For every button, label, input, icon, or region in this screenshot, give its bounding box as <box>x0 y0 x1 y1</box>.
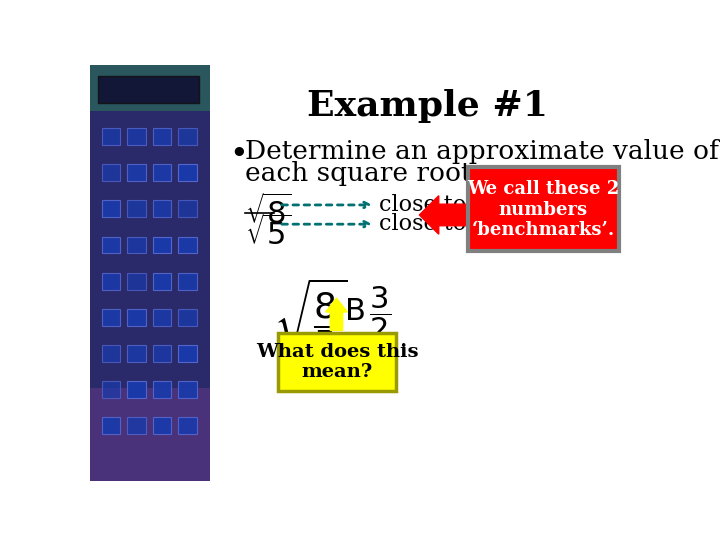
Bar <box>153 273 171 289</box>
Bar <box>179 381 197 398</box>
FancyBboxPatch shape <box>468 167 618 251</box>
Bar <box>102 345 120 362</box>
Text: close to 9: close to 9 <box>379 194 487 216</box>
Bar <box>102 381 120 398</box>
Bar <box>179 237 197 253</box>
Bar <box>153 237 171 253</box>
Bar <box>127 309 145 326</box>
Text: What does this
mean?: What does this mean? <box>256 342 418 381</box>
Bar <box>179 345 197 362</box>
Bar <box>98 76 199 103</box>
FancyArrow shape <box>325 298 347 330</box>
Bar <box>90 388 210 481</box>
FancyArrow shape <box>419 195 469 234</box>
Bar <box>127 417 145 434</box>
Bar <box>179 417 197 434</box>
Bar <box>102 417 120 434</box>
Bar <box>153 381 171 398</box>
Bar <box>179 309 197 326</box>
Bar <box>153 164 171 181</box>
Text: $\sqrt{5}$: $\sqrt{5}$ <box>245 215 292 251</box>
Bar <box>90 65 210 111</box>
Bar <box>127 200 145 217</box>
Text: Example #1: Example #1 <box>307 90 548 124</box>
Bar <box>153 345 171 362</box>
Text: Determine an approximate value of: Determine an approximate value of <box>245 139 719 165</box>
Bar <box>179 273 197 289</box>
Text: each square root.: each square root. <box>245 161 480 186</box>
Bar <box>127 128 145 145</box>
Bar <box>127 273 145 289</box>
Bar <box>179 164 197 181</box>
Bar <box>179 128 197 145</box>
Bar <box>127 164 145 181</box>
FancyBboxPatch shape <box>279 333 396 392</box>
Bar <box>127 345 145 362</box>
Text: $\sqrt{\dfrac{8}{5}}$: $\sqrt{\dfrac{8}{5}}$ <box>274 276 348 360</box>
Bar <box>127 237 145 253</box>
Bar <box>90 65 210 481</box>
Bar <box>153 417 171 434</box>
Text: $\mathrm{B}\,\dfrac{3}{2}$: $\mathrm{B}\,\dfrac{3}{2}$ <box>344 284 392 342</box>
Bar <box>102 237 120 253</box>
Bar <box>153 200 171 217</box>
Bar <box>102 128 120 145</box>
Bar <box>102 164 120 181</box>
Bar <box>179 200 197 217</box>
Bar <box>102 200 120 217</box>
Bar <box>153 128 171 145</box>
Bar <box>153 309 171 326</box>
Text: $\sqrt{8}$: $\sqrt{8}$ <box>245 194 292 230</box>
Bar <box>102 309 120 326</box>
Bar <box>102 273 120 289</box>
Text: We call these 2
numbers
‘benchmarks’.: We call these 2 numbers ‘benchmarks’. <box>467 180 619 239</box>
Text: •: • <box>230 139 248 171</box>
Bar <box>127 381 145 398</box>
Text: close to 4: close to 4 <box>379 213 487 235</box>
